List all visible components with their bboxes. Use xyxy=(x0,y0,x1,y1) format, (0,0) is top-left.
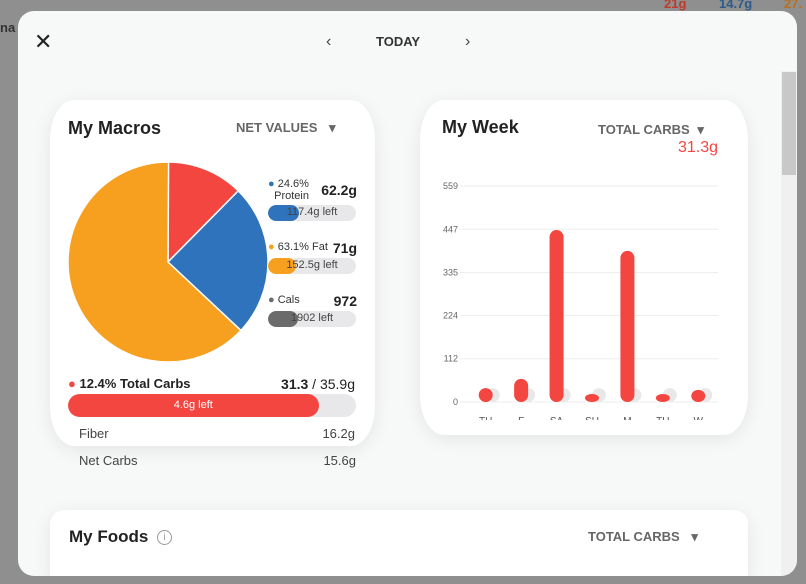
carbs-legend: ● 12.4% Total Carbs xyxy=(68,376,191,391)
scrollbar[interactable] xyxy=(781,71,797,576)
net-carbs-label: Net Carbs xyxy=(79,453,138,468)
y-tick-label: 224 xyxy=(443,310,458,320)
scrollbar-thumb[interactable] xyxy=(782,72,796,175)
bar-sa[interactable] xyxy=(549,230,564,402)
y-tick-label: 335 xyxy=(443,268,458,278)
x-tick-label: W xyxy=(694,416,704,420)
week-dropdown[interactable]: TOTAL CARBS ▾ xyxy=(598,122,704,138)
bg-text: 14.7g xyxy=(719,0,753,11)
x-tick-label: TU xyxy=(656,416,669,420)
dropdown-label: TOTAL CARBS xyxy=(598,122,690,137)
x-tick-label: TH xyxy=(479,416,492,420)
pie-slice-fat xyxy=(67,161,242,363)
my-foods-card: My Foods i TOTAL CARBS ▾ xyxy=(50,510,748,576)
prev-day-chevron-icon[interactable]: ‹ xyxy=(326,33,332,50)
y-tick-label: 447 xyxy=(443,224,458,234)
net-carbs-value: 15.6g xyxy=(323,453,356,468)
x-tick-label: F xyxy=(518,416,524,420)
pie-slice-total-carbs xyxy=(167,161,240,264)
cals-legend: ● Cals xyxy=(268,294,300,306)
next-day-chevron-icon[interactable]: › xyxy=(465,33,471,50)
bar-m[interactable] xyxy=(620,250,635,402)
fiber-label: Fiber xyxy=(79,426,109,441)
pie-slice-protein xyxy=(166,189,269,332)
caret-down-icon: ▾ xyxy=(697,122,704,137)
x-tick-label: SU xyxy=(585,416,599,420)
week-title: My Week xyxy=(442,117,519,137)
protein-progress: 117.4g left xyxy=(268,205,356,221)
cals-value: 972 xyxy=(333,293,357,309)
x-tick-label: SA xyxy=(550,416,564,420)
fat-value: 71g xyxy=(332,240,357,256)
protein-legend: ● 24.6% Protein xyxy=(268,178,309,202)
fat-legend: ● 63.1% Fat xyxy=(268,241,328,253)
bar-th[interactable] xyxy=(478,388,493,402)
foods-dropdown[interactable]: TOTAL CARBS ▾ xyxy=(588,529,698,545)
bar-su[interactable] xyxy=(585,394,599,402)
dropdown-label: TOTAL CARBS xyxy=(588,529,680,544)
macros-pie-chart xyxy=(67,161,269,363)
fat-progress: 152.5g left xyxy=(268,258,356,274)
today-carbs-value: 31.3g xyxy=(677,139,718,156)
fiber-value: 16.2g xyxy=(322,426,355,441)
info-icon[interactable]: i xyxy=(157,530,172,545)
caret-down-icon: ▾ xyxy=(329,120,336,135)
bar-w[interactable] xyxy=(691,389,706,402)
close-icon[interactable]: ✕ xyxy=(34,29,53,54)
y-tick-label: 559 xyxy=(443,181,458,191)
my-macros-card: My Macros NET VALUES ▾ ● 24.6% Protein 6… xyxy=(50,100,375,446)
caret-down-icon: ▾ xyxy=(691,529,698,544)
my-week-card: My Week TOTAL CARBS ▾ 31.3g 0 112 224 335 44… xyxy=(420,100,748,435)
week-bar-chart: 0 112 224 335 447 559 TH F SA SU M TU W xyxy=(443,181,718,420)
y-tick-label: 112 xyxy=(444,354,458,364)
dropdown-label: NET VALUES xyxy=(236,120,318,135)
carbs-value: 31.3 / 35.9g xyxy=(281,376,355,392)
x-tick-label: M xyxy=(623,416,631,420)
carbs-progress: 4.6g left xyxy=(68,394,356,417)
bar-tu[interactable] xyxy=(655,394,670,402)
y-tick-label: 0 xyxy=(453,397,458,407)
protein-value: 62.2g xyxy=(321,182,357,198)
macros-title: My Macros xyxy=(68,118,162,138)
daily-summary-modal: ✕ ‹ TODAY › My Macros NET VALUES ▾ ● 24.… xyxy=(18,11,797,576)
bg-text: 27. xyxy=(784,0,803,11)
bar-f[interactable] xyxy=(514,378,529,402)
macros-dropdown[interactable]: NET VALUES ▾ xyxy=(236,120,336,136)
date-title: TODAY xyxy=(376,34,421,49)
bg-text: na xyxy=(0,20,16,35)
foods-title: My Foods xyxy=(69,527,149,546)
bg-text: 21g xyxy=(664,0,687,11)
cals-progress: 1902 left xyxy=(268,311,356,327)
